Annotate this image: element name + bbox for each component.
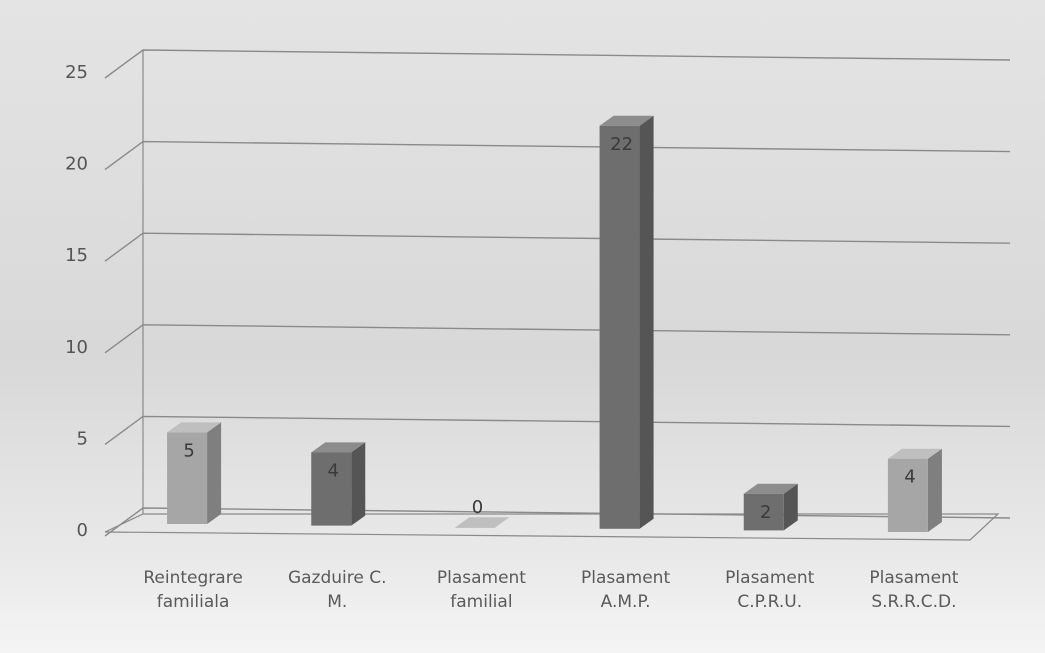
gridline-20 — [104, 140, 1011, 171]
data-label-3: 22 — [610, 134, 633, 155]
category-label-1: Gazduire C. M. — [288, 568, 387, 612]
y-tick-label-0: 0 — [77, 520, 88, 541]
y-tick-label-20: 20 — [65, 154, 88, 175]
category-label-2: Plasament familial — [437, 568, 526, 612]
bar-front-1 — [311, 452, 352, 526]
category-label-5: Plasament S.R.R.C.D. — [869, 568, 958, 612]
gridline-25 — [104, 49, 1011, 79]
bar-top-3 — [599, 115, 654, 126]
bar-front-3 — [599, 125, 640, 529]
gridline-15 — [104, 232, 1011, 262]
bar-side-0 — [207, 422, 222, 524]
y-tick-label-5: 5 — [77, 428, 88, 449]
bar-top-2 — [455, 517, 510, 528]
bar-top-5 — [887, 448, 942, 459]
gridline-5 — [104, 415, 1011, 445]
bar-side-5 — [927, 448, 942, 532]
data-label-5: 4 — [904, 467, 915, 488]
bars — [167, 115, 942, 532]
axes — [104, 50, 1000, 541]
bar-top-1 — [311, 442, 366, 453]
bar-5 — [887, 448, 942, 532]
data-label-4: 2 — [760, 502, 771, 523]
bar-front-2 — [455, 527, 496, 528]
bar-3 — [599, 115, 654, 529]
y-axis-ticks: 0 5 10 15 20 25 — [65, 62, 88, 541]
gridline-10 — [104, 324, 1011, 354]
y-tick-label-25: 25 — [65, 62, 88, 83]
category-label-4: Plasament C.P.R.U. — [725, 568, 814, 612]
bar-front-0 — [167, 432, 208, 524]
bar-4 — [743, 483, 798, 531]
bar-0 — [167, 422, 222, 524]
bar-front-5 — [887, 458, 928, 532]
category-label-0: Reintegrare familiala — [143, 568, 242, 612]
bar-top-4 — [743, 483, 798, 494]
bar-side-3 — [639, 115, 654, 529]
gridline-0 — [104, 507, 1011, 537]
y-tick-label-15: 15 — [65, 245, 88, 266]
chart-floor — [104, 513, 1000, 541]
data-label-2: 0 — [472, 497, 483, 518]
bar-front-4 — [743, 493, 784, 531]
bar-side-1 — [351, 442, 366, 526]
x-axis-categories: Reintegrare familiala Gazduire C. M. Plasame… — [143, 568, 958, 612]
gridlines — [104, 49, 1011, 537]
data-label-1: 4 — [328, 460, 339, 481]
bar-2 — [455, 517, 510, 528]
bar-side-4 — [783, 483, 798, 531]
bar-1 — [311, 442, 366, 526]
category-label-3: Plasament A.M.P. — [581, 568, 670, 612]
bar-top-0 — [167, 422, 222, 433]
data-label-0: 5 — [183, 440, 194, 461]
y-tick-label-10: 10 — [65, 337, 88, 358]
